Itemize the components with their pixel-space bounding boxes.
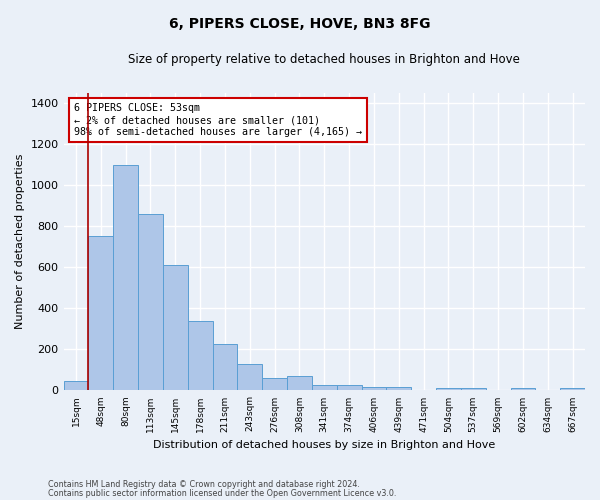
Bar	[188, 320, 212, 390]
Bar	[461, 388, 485, 390]
X-axis label: Distribution of detached houses by size in Brighton and Hove: Distribution of detached houses by size …	[153, 440, 496, 450]
Bar	[560, 388, 585, 390]
Bar	[138, 214, 163, 390]
Bar	[337, 385, 362, 390]
Bar	[287, 376, 312, 390]
Y-axis label: Number of detached properties: Number of detached properties	[15, 154, 25, 330]
Bar	[511, 388, 535, 390]
Text: 6, PIPERS CLOSE, HOVE, BN3 8FG: 6, PIPERS CLOSE, HOVE, BN3 8FG	[169, 18, 431, 32]
Bar	[238, 364, 262, 390]
Text: Contains public sector information licensed under the Open Government Licence v3: Contains public sector information licen…	[48, 488, 397, 498]
Bar	[436, 388, 461, 390]
Bar	[212, 344, 238, 390]
Bar	[362, 386, 386, 390]
Title: Size of property relative to detached houses in Brighton and Hove: Size of property relative to detached ho…	[128, 52, 520, 66]
Bar	[163, 265, 188, 390]
Bar	[312, 385, 337, 390]
Text: Contains HM Land Registry data © Crown copyright and database right 2024.: Contains HM Land Registry data © Crown c…	[48, 480, 360, 489]
Bar	[64, 381, 88, 390]
Bar	[262, 378, 287, 390]
Bar	[88, 236, 113, 390]
Bar	[386, 388, 411, 390]
Text: 6 PIPERS CLOSE: 53sqm
← 2% of detached houses are smaller (101)
98% of semi-deta: 6 PIPERS CLOSE: 53sqm ← 2% of detached h…	[74, 104, 362, 136]
Bar	[113, 165, 138, 390]
